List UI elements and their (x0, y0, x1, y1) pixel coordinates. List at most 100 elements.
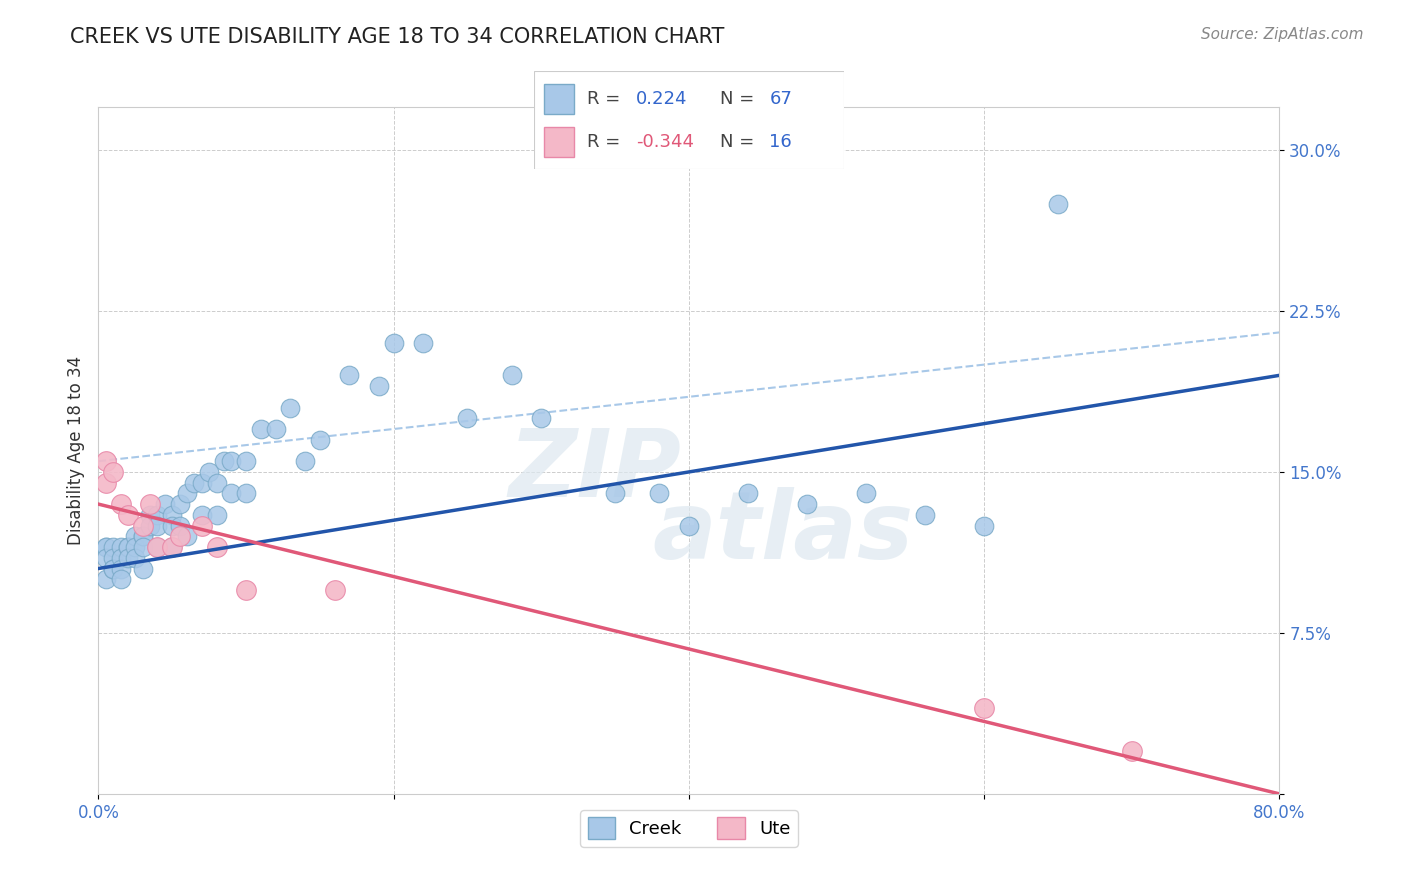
Text: R =: R = (586, 133, 626, 151)
Y-axis label: Disability Age 18 to 34: Disability Age 18 to 34 (66, 356, 84, 545)
Point (198, 465, 221, 479)
Point (176, 486, 198, 500)
Point (309, 433, 332, 447)
Point (212, 454, 235, 468)
Text: N =: N = (720, 133, 759, 151)
Point (169, 497, 191, 511)
Point (339, 368, 361, 383)
Point (1046, 196, 1070, 211)
Point (191, 508, 214, 522)
Point (124, 550, 146, 565)
Point (139, 508, 162, 522)
Point (235, 486, 257, 500)
Point (146, 518, 169, 533)
Text: 67: 67 (769, 90, 792, 108)
Point (737, 486, 759, 500)
Point (94, 540, 117, 554)
Text: atlas: atlas (652, 487, 914, 579)
Text: Source: ZipAtlas.com: Source: ZipAtlas.com (1201, 27, 1364, 42)
Point (205, 475, 228, 490)
FancyBboxPatch shape (544, 128, 575, 157)
Point (294, 454, 316, 468)
Point (323, 582, 346, 597)
Point (457, 411, 479, 425)
Point (94, 550, 117, 565)
Point (176, 529, 198, 543)
Point (94, 540, 117, 554)
Text: 0.224: 0.224 (637, 90, 688, 108)
Text: R =: R = (586, 90, 626, 108)
Point (169, 518, 191, 533)
Text: ZIP: ZIP (508, 425, 681, 517)
Point (678, 518, 700, 533)
Point (648, 486, 671, 500)
Point (183, 475, 205, 490)
Point (205, 540, 228, 554)
Point (153, 497, 176, 511)
Text: N =: N = (720, 90, 759, 108)
Point (501, 368, 523, 383)
Point (973, 518, 995, 533)
Legend: Creek, Ute: Creek, Ute (581, 810, 797, 847)
Point (855, 486, 877, 500)
Text: CREEK VS UTE DISABILITY AGE 18 TO 34 CORRELATION CHART: CREEK VS UTE DISABILITY AGE 18 TO 34 COR… (70, 27, 724, 46)
Point (530, 411, 553, 425)
Point (132, 529, 155, 543)
Point (221, 454, 243, 468)
Point (117, 540, 139, 554)
Point (132, 561, 155, 575)
Point (103, 561, 125, 575)
Point (94, 572, 117, 586)
Point (1121, 744, 1143, 758)
Point (124, 540, 146, 554)
Point (132, 518, 155, 533)
Point (103, 550, 125, 565)
Point (110, 540, 132, 554)
Point (117, 540, 139, 554)
Point (146, 540, 169, 554)
Point (191, 475, 214, 490)
Point (162, 508, 183, 522)
Point (914, 508, 936, 522)
Point (110, 497, 132, 511)
Point (110, 561, 132, 575)
Point (103, 465, 125, 479)
FancyBboxPatch shape (544, 84, 575, 113)
Point (169, 529, 191, 543)
Point (221, 486, 243, 500)
Text: 16: 16 (769, 133, 792, 151)
Point (117, 550, 139, 565)
Point (139, 518, 162, 533)
FancyBboxPatch shape (534, 71, 844, 169)
Point (124, 529, 146, 543)
Point (132, 529, 155, 543)
Point (162, 540, 183, 554)
Point (368, 379, 391, 393)
Point (103, 540, 125, 554)
Point (382, 336, 405, 351)
Point (973, 701, 995, 715)
Point (103, 561, 125, 575)
Point (94, 475, 117, 490)
Point (162, 518, 183, 533)
Text: -0.344: -0.344 (637, 133, 695, 151)
Point (280, 401, 302, 415)
Point (110, 572, 132, 586)
Point (605, 486, 627, 500)
Point (796, 497, 818, 511)
Point (146, 540, 169, 554)
Point (235, 582, 257, 597)
Point (191, 518, 214, 533)
Point (132, 540, 155, 554)
Point (117, 508, 139, 522)
Point (412, 336, 434, 351)
Point (205, 508, 228, 522)
Point (235, 454, 257, 468)
Point (94, 454, 117, 468)
Point (146, 508, 169, 522)
Point (250, 422, 273, 436)
Point (139, 497, 162, 511)
Point (264, 422, 287, 436)
Point (162, 540, 183, 554)
Point (110, 550, 132, 565)
